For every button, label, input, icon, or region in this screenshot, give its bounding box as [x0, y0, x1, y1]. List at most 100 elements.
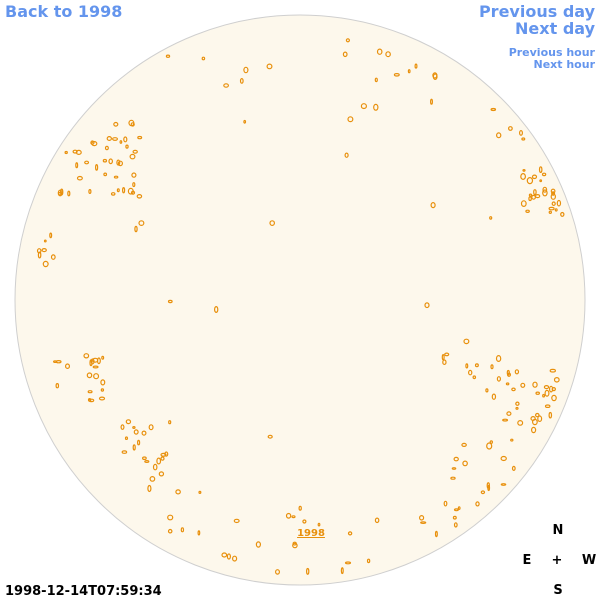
contour — [136, 194, 143, 199]
contour — [117, 160, 124, 167]
contour — [489, 216, 493, 220]
contour — [75, 162, 79, 169]
next-hour-link[interactable]: Next hour — [534, 58, 596, 71]
contour — [520, 382, 526, 388]
contour — [201, 56, 206, 61]
next-day-link[interactable]: Next day — [515, 19, 596, 38]
compass-north: N — [553, 523, 564, 538]
contour — [138, 220, 145, 227]
previous-day-link[interactable]: Previous day — [479, 2, 596, 21]
year-link[interactable]: 1998 — [297, 528, 325, 539]
contour — [542, 186, 548, 193]
contour — [430, 98, 434, 105]
contour — [127, 187, 134, 195]
contour — [137, 439, 141, 446]
contour — [430, 202, 436, 209]
contour — [132, 182, 136, 188]
contour — [103, 172, 108, 177]
contour — [443, 500, 448, 507]
contours — [36, 38, 565, 575]
contour — [424, 302, 430, 309]
contour — [342, 51, 348, 58]
contour — [119, 140, 123, 144]
contour — [72, 149, 78, 154]
contour — [266, 63, 273, 70]
contour — [500, 483, 507, 486]
contour — [134, 225, 138, 233]
contour — [239, 77, 244, 84]
contour — [528, 193, 533, 197]
contour — [160, 452, 167, 457]
contour — [167, 299, 173, 304]
contour — [495, 355, 502, 363]
contour — [532, 418, 538, 426]
contour — [551, 201, 556, 207]
contour — [120, 424, 125, 430]
contour — [531, 194, 536, 200]
contour — [168, 420, 172, 425]
contour — [98, 396, 106, 401]
contour — [158, 471, 165, 477]
contour — [393, 73, 400, 77]
contour — [531, 174, 538, 180]
contour — [147, 484, 152, 493]
contour — [548, 206, 555, 211]
contour — [537, 415, 543, 423]
contour — [285, 512, 292, 519]
contour — [538, 166, 543, 174]
back-link[interactable]: Back to 1998 — [5, 2, 122, 21]
contour — [489, 440, 493, 444]
contour — [37, 251, 42, 259]
contour — [92, 357, 99, 363]
contour — [133, 429, 139, 435]
contour — [506, 411, 512, 416]
contour — [515, 406, 519, 410]
contour — [551, 387, 557, 392]
contour — [543, 385, 550, 390]
timestamp: 1998-12-14T07:59:34 — [5, 584, 162, 599]
contour — [317, 522, 321, 527]
contour — [534, 412, 540, 418]
contour — [121, 450, 128, 454]
contour — [442, 359, 447, 366]
contour — [42, 260, 49, 268]
contour — [223, 83, 230, 88]
contour — [100, 379, 106, 386]
contour — [347, 531, 353, 536]
contour — [198, 490, 202, 494]
contour — [505, 382, 510, 386]
contour — [156, 457, 162, 465]
contour — [453, 522, 458, 528]
contour — [475, 501, 480, 507]
previous-hour-link[interactable]: Previous hour — [509, 46, 596, 59]
solar-disk — [14, 14, 586, 586]
contour — [486, 442, 493, 450]
contour — [432, 72, 438, 79]
contour — [500, 455, 507, 462]
contour — [463, 338, 470, 345]
contour — [175, 489, 181, 495]
contour — [344, 152, 349, 158]
contour — [441, 354, 445, 361]
contour — [520, 200, 527, 208]
contour — [532, 381, 538, 388]
contour — [137, 135, 143, 140]
contour — [100, 388, 105, 392]
contour — [507, 372, 512, 377]
contour — [530, 426, 537, 434]
contour — [373, 103, 379, 111]
contour — [376, 48, 383, 55]
contour — [549, 368, 557, 373]
contour — [462, 460, 468, 467]
contour — [128, 119, 135, 127]
contour — [461, 442, 467, 447]
contour — [106, 136, 113, 142]
contour — [102, 158, 108, 163]
contour — [453, 456, 459, 462]
contour — [347, 116, 354, 123]
contour — [491, 393, 497, 400]
contour — [544, 404, 551, 409]
compass-west: W — [582, 553, 596, 568]
